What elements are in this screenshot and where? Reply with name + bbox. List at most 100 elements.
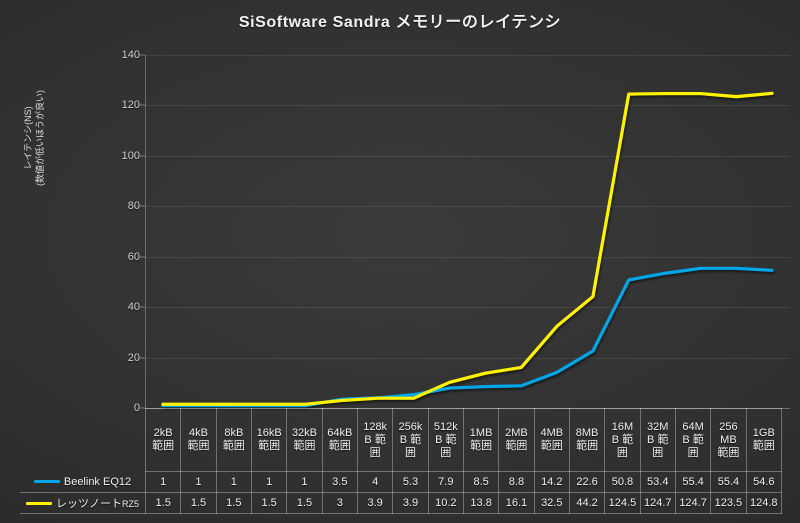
data-cell: 16.1 xyxy=(498,492,535,514)
gridline xyxy=(145,357,790,359)
series-line-1 xyxy=(161,266,774,408)
y-tick-mark xyxy=(140,205,145,207)
data-cell: 3.5 xyxy=(321,471,358,493)
legend-swatch-icon xyxy=(33,480,60,484)
category-header-4: 16kB 範囲 xyxy=(250,408,288,472)
data-cell: 124.7 xyxy=(639,492,676,514)
data-cell: 8.5 xyxy=(462,471,500,493)
legend-item-1[interactable]: Beelink EQ12 xyxy=(20,471,146,493)
data-cell: 50.8 xyxy=(604,471,641,493)
y-tick-label: 0 xyxy=(133,402,140,414)
gridline xyxy=(145,105,790,107)
y-tick-mark xyxy=(140,54,145,56)
chart-title: SiSoftware Sandra メモリーのレイテンシ xyxy=(238,14,562,31)
y-tick-mark xyxy=(140,155,145,157)
data-cell: 7.9 xyxy=(427,471,464,493)
category-header-17: 256 MB 範囲 xyxy=(710,408,747,472)
y-tick-label: 80 xyxy=(127,200,140,213)
gridline xyxy=(145,256,790,258)
y-tick-label: 60 xyxy=(127,250,140,263)
data-cell: 1.5 xyxy=(215,492,252,514)
data-cell: 53.4 xyxy=(639,471,676,493)
category-header-12: 4MB 範囲 xyxy=(533,408,570,472)
series-line-2 xyxy=(161,91,774,406)
data-cell: 1 xyxy=(180,471,217,493)
y-tick-label: 100 xyxy=(121,149,140,162)
y-tick-mark xyxy=(140,256,145,258)
gridline xyxy=(145,307,790,309)
y-axis-title-line2: (数値が低いほうが良い) xyxy=(35,90,45,186)
y-axis-labels: 0 20 40 60 80 100 120 140 xyxy=(100,49,140,414)
data-cell: 1 xyxy=(144,471,182,493)
data-cell: 14.2 xyxy=(533,471,570,493)
data-cell: 13.8 xyxy=(462,492,500,514)
category-header-8: 256k B 範囲 xyxy=(392,408,429,472)
data-table: 2kB 範囲 4kB 範囲 8kB 範囲 16kB 範囲 32kB 範囲 64kB 範囲 128k B 範… xyxy=(20,408,783,514)
header-corner-cell xyxy=(20,409,146,472)
data-cell: 8.8 xyxy=(498,471,535,493)
gridline xyxy=(145,55,790,56)
data-cell: 124.8 xyxy=(745,492,783,514)
category-header-6: 64kB 範囲 xyxy=(321,408,358,472)
table-row: Beelink EQ12 1 1 1 1 1 3.5 4 5.3 7.9 8.5 8.8 14.2 22.… xyxy=(20,471,783,493)
category-header-18: 1GB 範囲 xyxy=(745,408,783,472)
y-tick-label: 140 xyxy=(121,49,140,61)
category-header-9: 512k B 範囲 xyxy=(427,408,464,472)
data-cell: 123.5 xyxy=(710,492,747,514)
table-header-row: 2kB 範囲 4kB 範囲 8kB 範囲 16kB 範囲 32kB 範囲 64kB 範囲 128k B 範… xyxy=(20,408,783,472)
category-header-13: 8MB 範囲 xyxy=(568,408,606,472)
category-header-11: 2MB 範囲 xyxy=(498,408,535,472)
data-cell: 4 xyxy=(356,471,394,493)
y-tick-mark xyxy=(140,407,145,409)
y-tick-mark xyxy=(140,104,145,106)
data-cell: 55.4 xyxy=(674,471,712,493)
table-row: レッツノートRZ5 1.5 1.5 1.5 1.5 1.5 3 3.9 3.9 10.2 13.8 1… xyxy=(20,492,783,514)
data-cell: 1 xyxy=(215,471,252,493)
y-tick-label: 120 xyxy=(121,99,140,112)
data-cell: 3.9 xyxy=(392,492,429,514)
data-cell: 1.5 xyxy=(250,492,288,514)
data-cell: 124.5 xyxy=(604,492,641,514)
legend-label: Beelink EQ12 xyxy=(63,475,132,488)
data-cell: 1.5 xyxy=(144,492,182,514)
legend-swatch-icon xyxy=(25,501,52,505)
category-header-1: 2kB 範囲 xyxy=(144,408,182,472)
data-cell: 3 xyxy=(321,492,358,514)
y-tick-label: 20 xyxy=(127,351,140,364)
category-header-16: 64M B 範囲 xyxy=(674,408,712,472)
y-tick-mark xyxy=(140,306,145,308)
category-header-7: 128k B 範囲 xyxy=(356,408,394,472)
data-cell: 32.5 xyxy=(533,492,570,514)
category-header-2: 4kB 範囲 xyxy=(180,408,217,472)
y-axis-line xyxy=(145,55,146,408)
category-header-3: 8kB 範囲 xyxy=(215,408,252,472)
legend-item-2[interactable]: レッツノートRZ5 xyxy=(20,492,146,514)
data-cell: 1 xyxy=(250,471,288,493)
data-cell: 10.2 xyxy=(427,492,464,514)
legend-label: レッツノートRZ5 xyxy=(55,498,139,510)
data-cell: 1.5 xyxy=(180,492,217,514)
y-axis-title: レイテンシ(NS) (数値が低いほうが良い) xyxy=(22,43,46,233)
data-cell: 22.6 xyxy=(568,471,606,493)
gridline xyxy=(145,206,790,208)
plot-area xyxy=(145,55,790,409)
category-header-5: 32kB 範囲 xyxy=(286,408,323,472)
data-cell: 124.7 xyxy=(674,492,712,514)
y-axis-ticks xyxy=(140,54,145,409)
data-cell: 5.3 xyxy=(392,471,429,493)
gridline xyxy=(145,155,790,157)
y-tick-mark xyxy=(140,357,145,359)
category-header-14: 16M B 範囲 xyxy=(604,408,641,472)
data-cell: 1.5 xyxy=(286,492,323,514)
data-cell: 44.2 xyxy=(568,492,606,514)
category-header-10: 1MB 範囲 xyxy=(462,408,500,472)
series-lines xyxy=(161,91,774,408)
data-cell: 3.9 xyxy=(356,492,394,514)
y-axis-title-line1: レイテンシ(NS) xyxy=(23,106,33,170)
data-cell: 54.6 xyxy=(745,471,783,493)
data-cell: 1 xyxy=(286,471,323,493)
y-tick-label: 40 xyxy=(127,301,140,314)
data-cell: 55.4 xyxy=(710,471,747,493)
category-header-15: 32M B 範囲 xyxy=(639,408,676,472)
